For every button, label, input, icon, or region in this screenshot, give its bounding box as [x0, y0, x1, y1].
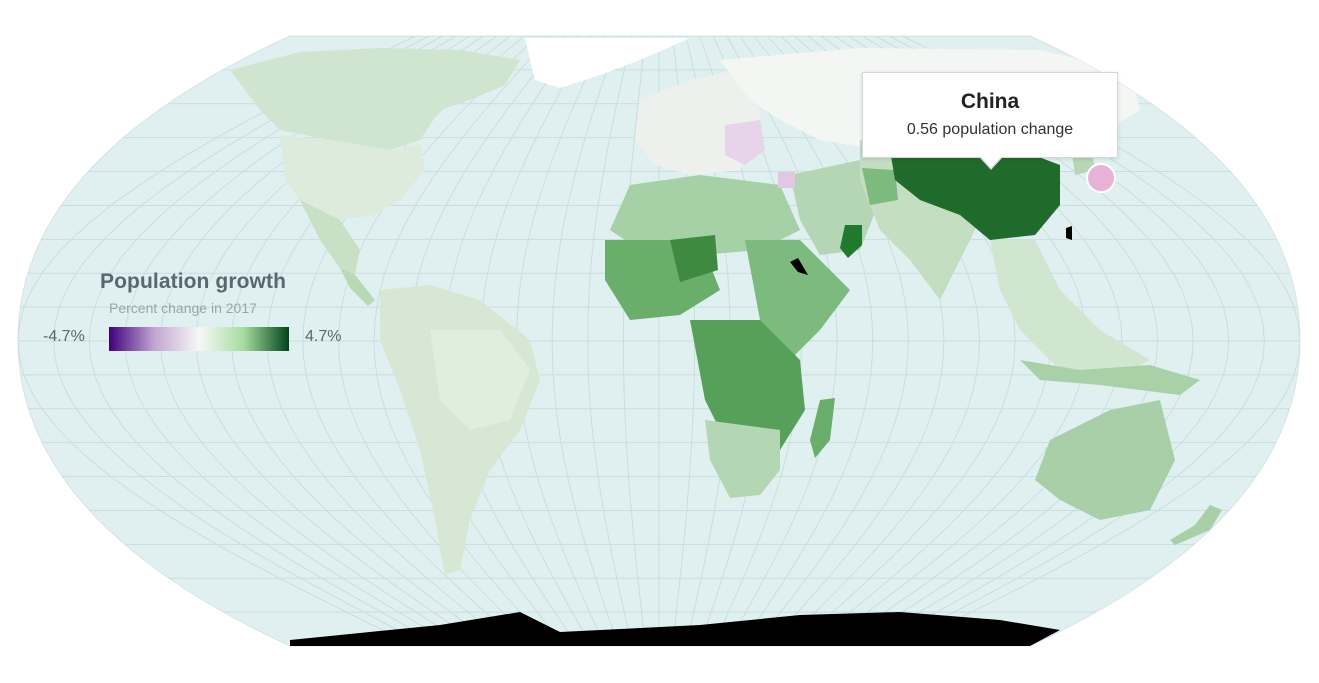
- country-niger[interactable]: [670, 235, 718, 282]
- region-southern-africa[interactable]: [705, 420, 780, 498]
- tooltip-value: 0.56 population change: [906, 121, 1074, 138]
- region-no-data-eritrea: [790, 258, 808, 275]
- country-tooltip: China 0.56 population change: [862, 72, 1118, 170]
- region-indonesia[interactable]: [1020, 360, 1200, 395]
- country-canada[interactable]: [230, 48, 520, 150]
- country-syria[interactable]: [778, 172, 795, 188]
- hover-marker[interactable]: [1086, 163, 1116, 193]
- legend-color-scale: [109, 327, 289, 351]
- country-new-zealand[interactable]: [1170, 505, 1222, 545]
- tooltip-pointer: [981, 157, 1001, 168]
- region-eastern-europe-decline[interactable]: [725, 120, 765, 165]
- region-central-africa[interactable]: [690, 320, 805, 450]
- country-australia[interactable]: [1035, 400, 1175, 520]
- region-east-africa[interactable]: [745, 240, 850, 360]
- graticule-meridian: [337, 36, 538, 646]
- graticule-meridian: [622, 36, 646, 646]
- graticule-meridian: [739, 36, 874, 646]
- region-central-america[interactable]: [340, 268, 375, 306]
- graticule-meridian: [587, 36, 633, 646]
- legend-min-label: -4.7%: [43, 328, 85, 345]
- country-china[interactable]: [890, 140, 1060, 240]
- graticule-meridian: [726, 36, 838, 646]
- legend-max-label: 4.7%: [305, 328, 342, 345]
- graticule-meridian: [53, 36, 430, 646]
- graticule-meridian: [18, 36, 416, 646]
- region-southeast-asia[interactable]: [990, 240, 1150, 380]
- tooltip-country-name: China: [960, 90, 1020, 113]
- antarctica: [290, 612, 1060, 646]
- country-mexico[interactable]: [300, 200, 360, 275]
- region-no-data-taiwan: [1066, 226, 1072, 240]
- region-north-africa[interactable]: [610, 175, 800, 255]
- region-brazil-interior[interactable]: [430, 330, 530, 430]
- legend-title: Population growth: [100, 270, 287, 293]
- greenland[interactable]: [525, 38, 690, 88]
- graticule-meridian: [88, 36, 443, 646]
- country-madagascar[interactable]: [810, 398, 835, 458]
- legend-subtitle: Percent change in 2017: [109, 300, 257, 316]
- country-usa[interactable]: [280, 135, 425, 220]
- country-afghanistan-pakistan[interactable]: [862, 168, 898, 205]
- graticule-meridian: [551, 36, 619, 646]
- country-oman[interactable]: [840, 225, 862, 258]
